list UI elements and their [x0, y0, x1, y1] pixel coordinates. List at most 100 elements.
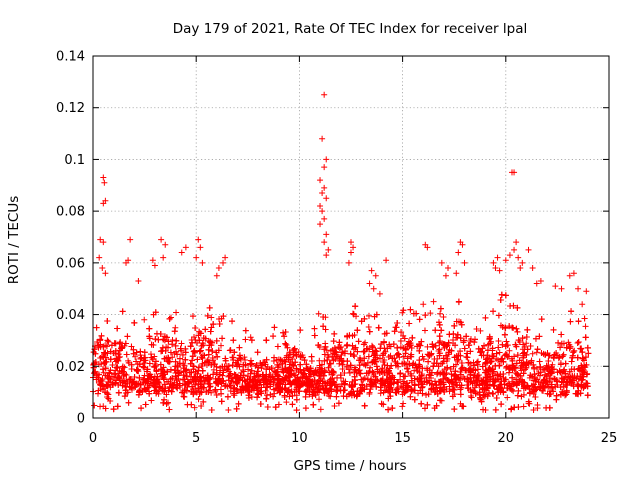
roti-dense-point	[404, 355, 411, 362]
roti-dense-point	[366, 328, 373, 335]
roti-dense-point	[321, 357, 328, 364]
roti-dense-point	[316, 396, 323, 403]
roti-dense-point	[481, 342, 488, 349]
roti-dense-point	[516, 339, 523, 346]
roti-dense-point	[207, 338, 214, 345]
roti-dense-point	[202, 326, 209, 333]
roti-dense-point	[523, 334, 530, 341]
roti-dense-point	[205, 387, 212, 394]
roti-dense-point	[104, 337, 111, 344]
roti-dense-point	[174, 367, 181, 374]
roti-dense-point	[502, 292, 509, 299]
roti-dense-point	[365, 323, 372, 330]
points-layer	[90, 91, 592, 414]
roti-dense-point	[263, 337, 270, 344]
roti-dense-point	[142, 354, 149, 361]
roti-dense-point	[566, 368, 573, 375]
roti-dense-point	[437, 305, 444, 312]
roti-dense-point	[165, 344, 171, 351]
roti-dense-point	[247, 357, 254, 364]
roti-dense-point	[144, 375, 151, 382]
roti-dense-point	[299, 373, 306, 380]
roti-dense-point	[494, 357, 501, 364]
roti-dense-point	[283, 341, 290, 348]
roti-dense-point	[534, 346, 541, 353]
roti-dense-point	[172, 324, 179, 331]
roti-dense-point	[229, 318, 236, 325]
roti-dense-point	[248, 337, 255, 344]
roti-dense-point	[499, 341, 506, 348]
roti-dense-point	[546, 404, 553, 411]
roti-dense-point	[216, 315, 223, 322]
roti-dense-point	[450, 337, 457, 344]
roti-dense-point	[550, 355, 557, 362]
roti-dense-point	[157, 361, 164, 368]
roti-dense-point	[142, 401, 149, 408]
roti-dense-point	[335, 400, 342, 407]
roti-dense-point	[495, 385, 502, 392]
roti-dense-point	[381, 330, 388, 337]
roti-dense-point	[536, 358, 543, 365]
roti-dense-point	[452, 342, 459, 349]
roti-dense-point	[476, 382, 483, 389]
roti-dense-point	[165, 338, 172, 345]
roti-dense-point	[400, 400, 407, 407]
roti-dense-point	[300, 371, 307, 378]
roti-dense-point	[330, 338, 337, 345]
roti-dense-point	[502, 351, 509, 358]
roti-dense-point	[302, 393, 309, 400]
roti-dense-point	[457, 368, 464, 375]
roti-dense-point	[219, 335, 226, 342]
roti-dense-point	[311, 332, 318, 339]
roti-dense-point	[514, 328, 521, 335]
roti-dense-point	[381, 339, 388, 346]
roti-dense-point	[323, 347, 330, 354]
roti-dense-point	[350, 351, 357, 358]
roti-dense-point	[458, 321, 465, 328]
roti-dense-point	[342, 348, 349, 355]
roti-dense-point	[457, 335, 464, 342]
roti-dense-point	[208, 406, 215, 413]
roti-dense-point	[327, 393, 334, 400]
roti-dense-point	[119, 308, 126, 315]
roti-dense-point	[520, 370, 527, 377]
roti-dense-point	[213, 337, 220, 344]
roti-dense-point	[124, 333, 131, 340]
roti-dense-point	[132, 353, 139, 360]
roti-dense-point	[458, 360, 465, 367]
roti-dense-point	[584, 392, 591, 399]
roti-dense-point	[493, 394, 500, 401]
roti-dense-point	[374, 366, 381, 373]
roti-dense-point	[227, 347, 234, 354]
roti-dense-point	[509, 324, 516, 331]
roti-dense-point	[104, 318, 111, 325]
roti-dense-point	[252, 363, 259, 370]
roti-dense-point	[376, 355, 383, 362]
roti-dense-point	[302, 405, 309, 412]
roti-dense-point	[225, 407, 232, 414]
roti-dense-point	[97, 403, 104, 410]
roti-dense-point	[270, 333, 277, 340]
roti-dense-point	[121, 393, 128, 400]
roti-dense-point	[210, 366, 217, 373]
roti-dense-point	[168, 314, 175, 321]
roti-dense-point	[575, 318, 582, 325]
roti-dense-point	[562, 360, 569, 367]
roti-dense-point	[498, 401, 505, 408]
roti-dense-point	[490, 382, 497, 389]
roti-dense-point	[391, 328, 398, 335]
roti-dense-point	[146, 360, 153, 367]
roti-dense-point	[383, 366, 390, 373]
roti-dense-point	[530, 407, 537, 414]
roti-dense-point	[184, 401, 191, 408]
roti-dense-point	[338, 351, 345, 358]
roti-dense-point	[222, 357, 229, 364]
roti-dense-point	[575, 339, 582, 346]
roti-dense-point	[206, 304, 213, 311]
chart-title: Day 179 of 2021, Rate Of TEC Index for r…	[173, 21, 528, 37]
roti-dense-point	[471, 339, 478, 346]
roti-dense-point	[238, 389, 245, 396]
roti-dense-point	[375, 324, 382, 331]
roti-dense-point	[446, 331, 453, 338]
